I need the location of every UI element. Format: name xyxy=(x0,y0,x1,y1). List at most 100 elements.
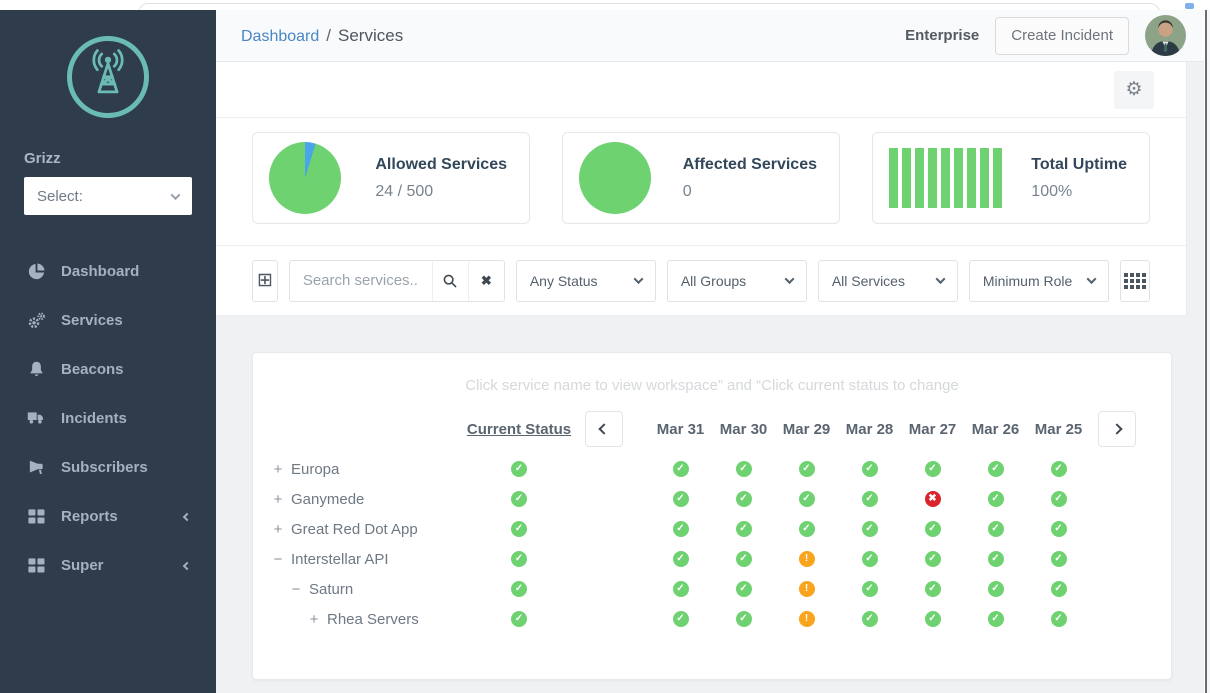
history-status-ok-icon[interactable]: ✓ xyxy=(987,611,1004,627)
history-status-ok-icon[interactable]: ✓ xyxy=(924,551,941,567)
history-status-ok-icon[interactable]: ✓ xyxy=(924,521,941,537)
current-status-ok-icon[interactable]: ✓ xyxy=(511,491,527,507)
window-scrollbar[interactable] xyxy=(1205,10,1207,693)
service-name[interactable]: Saturn xyxy=(309,580,354,598)
create-incident-button[interactable]: Create Incident xyxy=(995,16,1129,55)
current-status-ok-icon[interactable]: ✓ xyxy=(511,581,527,597)
history-status-ok-icon[interactable]: ✓ xyxy=(924,611,941,627)
current-status-ok-icon[interactable]: ✓ xyxy=(511,521,527,537)
history-status-ok-icon[interactable]: ✓ xyxy=(1050,581,1067,597)
history-status-ok-icon[interactable]: ✓ xyxy=(672,551,689,567)
current-status-ok-icon[interactable]: ✓ xyxy=(511,611,527,627)
truck-icon xyxy=(26,409,46,429)
workspace-select[interactable]: Select: xyxy=(24,177,192,215)
table-row: − Interstellar API ✓ ✓ ✓! ✓ ✓ ✓ ✓ xyxy=(265,544,1159,574)
history-status-ok-icon[interactable]: ✓ xyxy=(735,551,752,567)
sidebar-item-beacons[interactable]: Beacons xyxy=(0,345,216,394)
history-status-ok-icon[interactable]: ✓ xyxy=(861,551,878,567)
history-status-ok-icon[interactable]: ✓ xyxy=(735,611,752,627)
row-expander[interactable]: + xyxy=(273,460,283,478)
prev-dates-button[interactable] xyxy=(585,411,623,447)
broadcast-tower-icon xyxy=(79,46,137,109)
filter-dropdown-all-groups[interactable]: All Groups xyxy=(666,259,807,302)
history-status-warning-icon[interactable]: ! xyxy=(798,581,815,597)
history-status-ok-icon[interactable]: ✓ xyxy=(798,491,815,507)
history-status-ok-icon[interactable]: ✓ xyxy=(861,491,878,507)
search-input[interactable] xyxy=(289,272,432,289)
history-status-ok-icon[interactable]: ✓ xyxy=(798,521,815,537)
sidebar-item-subscribers[interactable]: Subscribers xyxy=(0,443,216,492)
app-logo[interactable] xyxy=(67,36,149,118)
history-status-warning-icon[interactable]: ! xyxy=(798,551,815,567)
sidebar-item-super[interactable]: Super xyxy=(0,541,216,590)
history-status-ok-icon[interactable]: ✓ xyxy=(861,611,878,627)
breadcrumb-link-dashboard[interactable]: Dashboard xyxy=(241,27,320,45)
row-expander[interactable]: + xyxy=(273,490,283,508)
current-status-ok-icon[interactable]: ✓ xyxy=(511,461,527,477)
service-name[interactable]: Great Red Dot App xyxy=(291,520,418,538)
history-status-ok-icon[interactable]: ✓ xyxy=(861,521,878,537)
history-status-ok-icon[interactable]: ✓ xyxy=(924,461,941,477)
table-row: + Ganymede ✓ ✓ ✓ ✓ ✓ ✖ ✓ ✓ xyxy=(265,484,1159,514)
history-status-ok-icon[interactable]: ✓ xyxy=(987,551,1004,567)
history-status-ok-icon[interactable]: ✓ xyxy=(987,491,1004,507)
history-status-ok-icon[interactable]: ✓ xyxy=(672,611,689,627)
sidebar-item-label: Dashboard xyxy=(61,263,140,280)
browser-address-bar[interactable] xyxy=(138,3,1160,10)
history-status-ok-icon[interactable]: ✓ xyxy=(924,581,941,597)
service-name[interactable]: Interstellar API xyxy=(291,550,389,568)
history-status-ok-icon[interactable]: ✓ xyxy=(735,521,752,537)
history-status-ok-icon[interactable]: ✓ xyxy=(1050,521,1067,537)
search-icon[interactable] xyxy=(431,260,468,301)
history-status-ok-icon[interactable]: ✓ xyxy=(735,581,752,597)
history-status-ok-icon[interactable]: ✓ xyxy=(798,461,815,477)
pie-chart-icon xyxy=(26,262,46,282)
uptime-bars-chart xyxy=(889,148,1002,208)
history-status-ok-icon[interactable]: ✓ xyxy=(735,461,752,477)
chevron-down-icon xyxy=(1086,274,1097,285)
service-name[interactable]: Europa xyxy=(291,460,340,478)
grid-view-icon[interactable] xyxy=(1119,259,1150,302)
grid-icon xyxy=(26,507,46,527)
clear-search-icon[interactable]: ✖ xyxy=(467,260,504,301)
browser-extension-icon[interactable] xyxy=(1185,3,1194,9)
history-status-error-icon[interactable]: ✖ xyxy=(924,491,941,507)
next-dates-button[interactable] xyxy=(1098,411,1136,447)
history-status-ok-icon[interactable]: ✓ xyxy=(861,581,878,597)
row-expander[interactable]: − xyxy=(291,580,301,598)
current-status-header[interactable]: Current Status xyxy=(466,420,572,438)
history-status-ok-icon[interactable]: ✓ xyxy=(1050,551,1067,567)
service-name[interactable]: Ganymede xyxy=(291,490,365,508)
history-status-ok-icon[interactable]: ✓ xyxy=(672,521,689,537)
history-status-ok-icon[interactable]: ✓ xyxy=(987,581,1004,597)
history-status-ok-icon[interactable]: ✓ xyxy=(861,461,878,477)
add-service-button[interactable]: ⊞ xyxy=(252,259,278,302)
history-status-ok-icon[interactable]: ✓ xyxy=(1050,461,1067,477)
history-status-ok-icon[interactable]: ✓ xyxy=(987,521,1004,537)
user-avatar[interactable] xyxy=(1145,15,1186,56)
filter-dropdown-all-services[interactable]: All Services xyxy=(817,259,958,302)
search-group: ✖ xyxy=(288,259,505,302)
history-status-ok-icon[interactable]: ✓ xyxy=(672,581,689,597)
filter-dropdown-any-status[interactable]: Any Status xyxy=(515,259,656,302)
row-expander[interactable]: + xyxy=(309,610,319,628)
history-status-ok-icon[interactable]: ✓ xyxy=(672,461,689,477)
sidebar-item-dashboard[interactable]: Dashboard xyxy=(0,247,216,296)
sidebar-item-incidents[interactable]: Incidents xyxy=(0,394,216,443)
sidebar-item-services[interactable]: Services xyxy=(0,296,216,345)
history-status-ok-icon[interactable]: ✓ xyxy=(735,491,752,507)
gear-icon[interactable]: ⚙ xyxy=(1114,70,1154,109)
row-expander[interactable]: − xyxy=(273,550,283,568)
current-status-ok-icon[interactable]: ✓ xyxy=(511,551,527,567)
row-expander[interactable]: + xyxy=(273,520,283,538)
history-status-warning-icon[interactable]: ! xyxy=(798,611,815,627)
uptime-bar xyxy=(967,148,976,208)
history-status-ok-icon[interactable]: ✓ xyxy=(1050,611,1067,627)
stat-card-affected-services: Affected Services 0 xyxy=(562,132,840,224)
history-status-ok-icon[interactable]: ✓ xyxy=(1050,491,1067,507)
sidebar-item-reports[interactable]: Reports xyxy=(0,492,216,541)
history-status-ok-icon[interactable]: ✓ xyxy=(987,461,1004,477)
filter-dropdown-minimum-role[interactable]: Minimum Role xyxy=(968,259,1109,302)
history-status-ok-icon[interactable]: ✓ xyxy=(672,491,689,507)
service-name[interactable]: Rhea Servers xyxy=(327,610,419,628)
